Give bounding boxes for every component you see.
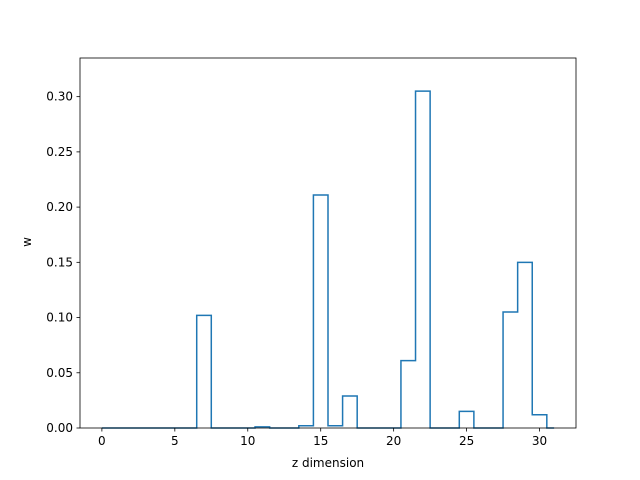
step-series-line <box>101 90 555 429</box>
x-axis-label: z dimension <box>292 456 364 470</box>
x-axis-ticks: 0 5 10 15 20 25 30 <box>98 428 547 448</box>
y-axis-ticks: 0.00 0.05 0.10 0.15 0.20 0.25 0.30 <box>46 90 80 435</box>
x-tick-label: 0 <box>98 434 106 448</box>
y-tick-label: 0.30 <box>46 90 73 104</box>
x-tick-label: 30 <box>532 434 547 448</box>
x-tick-label: 10 <box>240 434 255 448</box>
y-tick-label: 0.10 <box>46 311 73 325</box>
axes-frame <box>79 57 577 429</box>
y-tick-label: 0.15 <box>46 255 73 269</box>
x-tick-label: 15 <box>313 434 328 448</box>
y-tick-label: 0.20 <box>46 200 73 214</box>
x-tick-label: 20 <box>386 434 401 448</box>
y-tick-label: 0.05 <box>46 366 73 380</box>
y-axis-label: w <box>20 237 34 247</box>
y-tick-label: 0.25 <box>46 145 73 159</box>
y-tick-label: 0.00 <box>46 421 73 435</box>
x-tick-label: 25 <box>459 434 474 448</box>
plot-area <box>79 57 577 429</box>
x-tick-label: 5 <box>171 434 179 448</box>
